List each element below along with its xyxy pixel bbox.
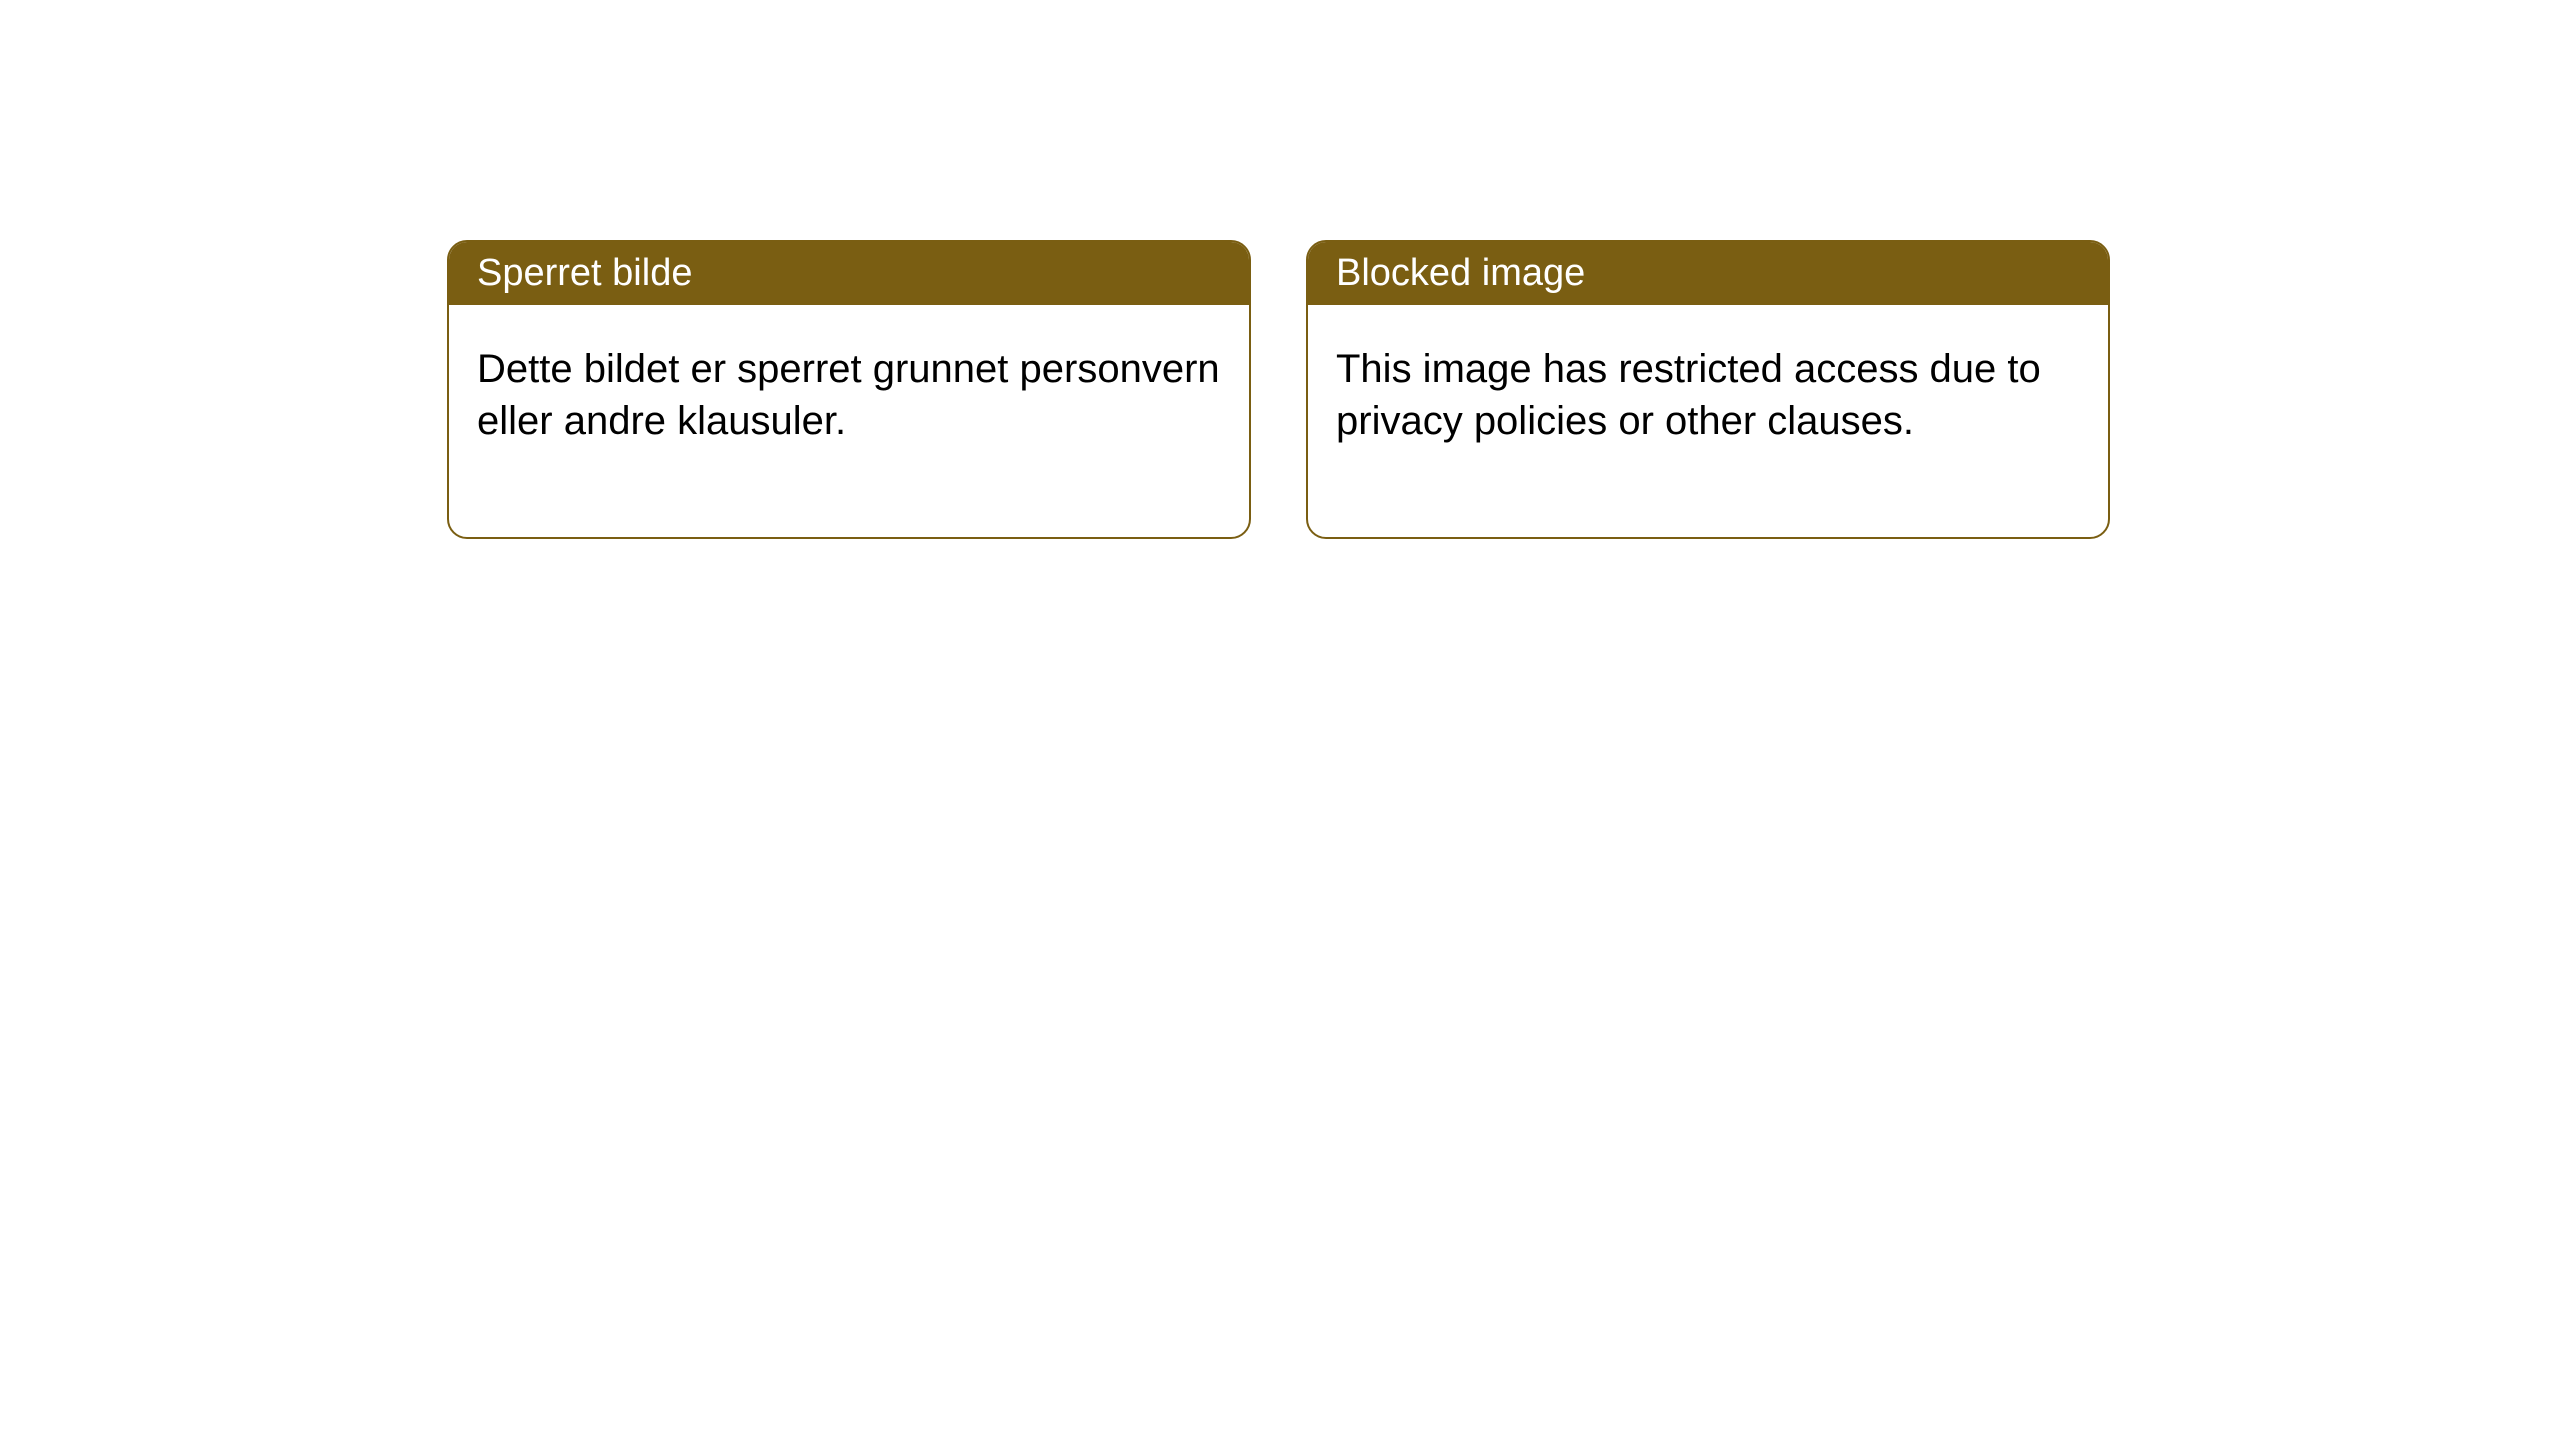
card-title: Sperret bilde bbox=[477, 252, 692, 294]
blocked-image-card-no: Sperret bilde Dette bildet er sperret gr… bbox=[447, 240, 1251, 539]
blocked-image-card-en: Blocked image This image has restricted … bbox=[1306, 240, 2110, 539]
card-header: Blocked image bbox=[1308, 242, 2108, 305]
card-header: Sperret bilde bbox=[449, 242, 1249, 305]
card-title: Blocked image bbox=[1336, 252, 1585, 294]
card-body-text: This image has restricted access due to … bbox=[1336, 347, 2041, 443]
card-body: Dette bildet er sperret grunnet personve… bbox=[449, 305, 1249, 537]
card-body: This image has restricted access due to … bbox=[1308, 305, 2108, 537]
cards-container: Sperret bilde Dette bildet er sperret gr… bbox=[0, 0, 2560, 539]
card-body-text: Dette bildet er sperret grunnet personve… bbox=[477, 347, 1220, 443]
